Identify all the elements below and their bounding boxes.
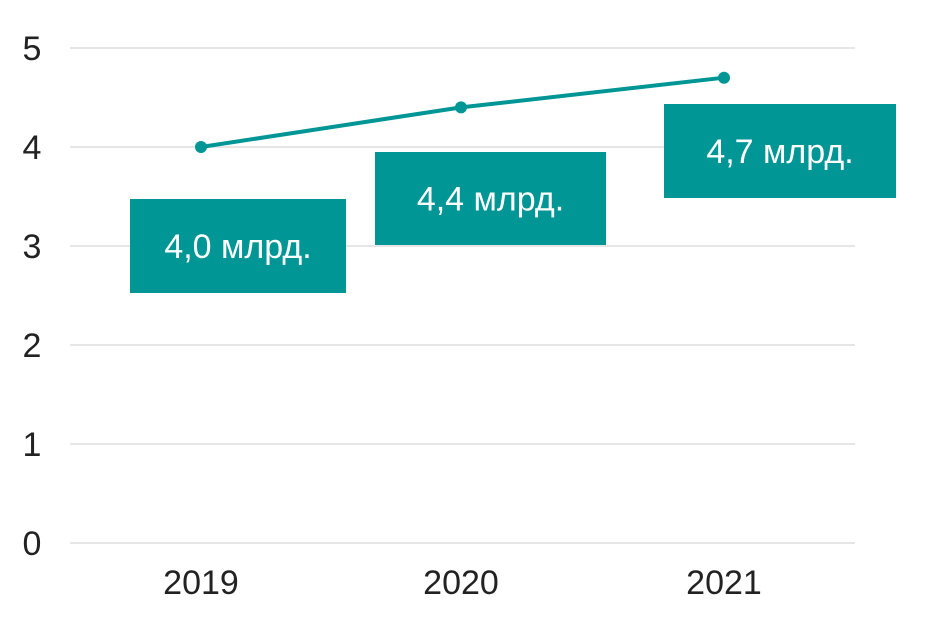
data-point	[195, 141, 207, 153]
data-label: 4,7 млрд.	[664, 104, 896, 198]
data-point	[718, 71, 730, 84]
y-tick-label: 0	[23, 525, 42, 563]
x-tick-label: 2021	[686, 564, 762, 602]
data-label-text: 4,7 млрд.	[706, 133, 853, 171]
data-label-text: 4,4 млрд.	[417, 181, 564, 219]
y-tick-label: 3	[23, 228, 42, 266]
data-label-box	[130, 199, 346, 293]
data-label: 4,4 млрд.	[375, 152, 606, 245]
data-label-box	[664, 104, 896, 198]
y-tick-label: 2	[23, 327, 42, 365]
x-axis-ticks: 2019 2020 2021	[163, 564, 762, 602]
y-tick-label: 1	[23, 426, 42, 464]
y-tick-label: 5	[23, 30, 42, 68]
y-axis-ticks: 0 1 2 3 4 5	[23, 30, 42, 563]
data-label-box	[375, 152, 606, 245]
y-tick-label: 4	[23, 129, 42, 167]
data-labels: 4,0 млрд. 4,4 млрд. 4,7 млрд.	[130, 104, 896, 293]
series-line	[195, 71, 730, 153]
data-point	[455, 101, 467, 114]
data-label: 4,0 млрд.	[130, 199, 346, 293]
x-tick-label: 2019	[163, 564, 239, 602]
x-tick-label: 2020	[423, 564, 499, 602]
data-label-text: 4,0 млрд.	[164, 228, 311, 266]
